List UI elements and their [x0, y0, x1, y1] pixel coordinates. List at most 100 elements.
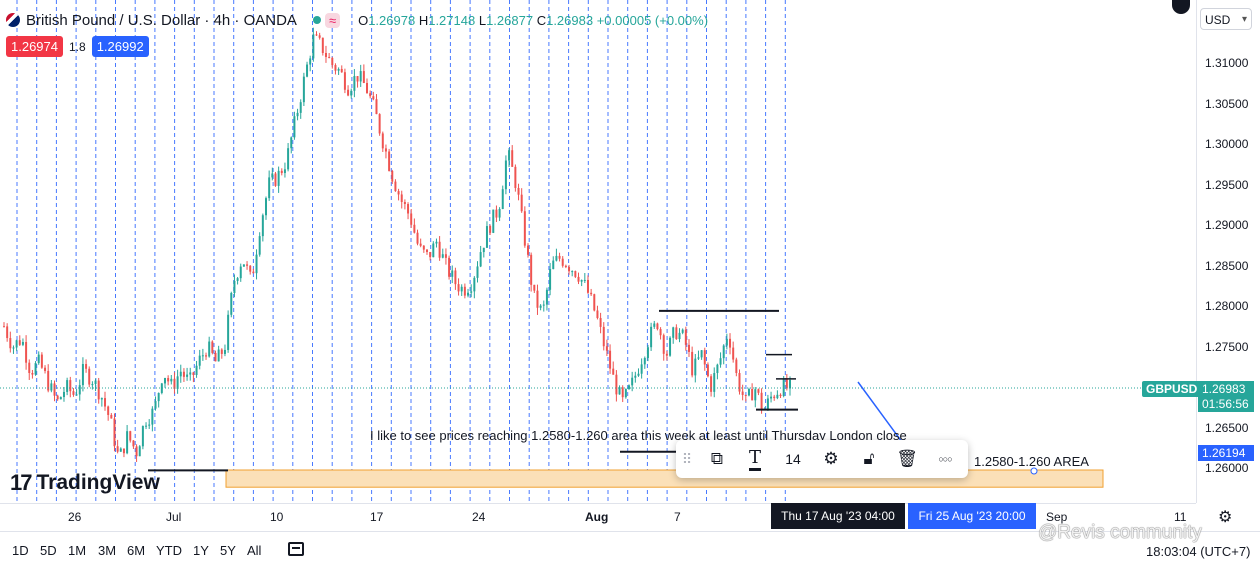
range-button-1m[interactable]: 1M — [68, 543, 87, 558]
candle-body — [280, 170, 283, 174]
settings-icon[interactable]: ⚙ — [823, 449, 839, 468]
candle-body — [195, 365, 198, 375]
candle-body — [34, 363, 37, 375]
text-color-icon[interactable]: T — [736, 440, 774, 478]
symbol-price-tag: GBPUSD — [1142, 381, 1202, 397]
lock-icon[interactable]: 🔓︎ — [863, 449, 875, 468]
candle-body — [508, 150, 511, 161]
annotation-text[interactable]: I like to see prices reaching 1.2580-1.2… — [370, 428, 907, 443]
candle-body — [378, 114, 381, 134]
candle-body — [691, 351, 694, 376]
currency-select[interactable]: USD — [1200, 8, 1252, 31]
candle-body — [255, 254, 258, 274]
candle-body — [258, 236, 261, 255]
candle-body — [324, 52, 327, 57]
candle-body — [549, 269, 552, 290]
candle-body — [372, 96, 375, 100]
candle-body — [413, 224, 416, 233]
candle-body — [334, 65, 337, 71]
candle-body — [713, 373, 716, 392]
ohlc-values: O1.26978 H1.27148 L1.26877 C1.26983 +0.0… — [358, 12, 709, 28]
candle-body — [107, 406, 110, 415]
calendar-icon[interactable] — [288, 542, 304, 556]
crosshair-time-label: Thu 17 Aug '23 04:00 — [771, 503, 905, 529]
candle-body — [419, 243, 422, 246]
candle-body — [479, 252, 482, 267]
candle-body — [571, 271, 574, 273]
buy-button[interactable]: 1.26992 — [91, 36, 149, 57]
candle-body — [176, 376, 179, 389]
symbol-title[interactable]: British Pound / U.S. Dollar · 4h · OANDA — [26, 11, 297, 29]
candle-body — [732, 347, 735, 360]
range-button-3m[interactable]: 3M — [98, 543, 117, 558]
candle-body — [492, 209, 495, 233]
candle-body — [561, 258, 564, 266]
candle-body — [126, 431, 129, 454]
more-icon[interactable]: ○○○ — [938, 454, 952, 464]
current-price-tag: 1.26983 — [1198, 381, 1254, 397]
candle-body — [81, 364, 84, 386]
candle-body — [306, 64, 309, 77]
area-label[interactable]: 1.2580-1.260 AREA — [974, 454, 1089, 469]
candle-body — [444, 254, 447, 258]
candle-body — [545, 289, 548, 305]
candle-body — [675, 327, 678, 340]
candle-body — [293, 116, 296, 138]
candle-body — [388, 151, 391, 171]
price-label: 1.26500 — [1205, 420, 1249, 435]
candle-body — [583, 279, 586, 281]
font-size-button[interactable]: 14 — [785, 451, 801, 467]
candle-body — [173, 378, 176, 389]
drag-handle-icon[interactable]: ⠿ — [681, 450, 693, 467]
chart-settings-icon[interactable]: ⚙ — [1218, 509, 1233, 526]
candle-body — [220, 349, 223, 354]
candle-body — [283, 169, 286, 174]
candle-body — [287, 148, 290, 170]
range-button-all[interactable]: All — [247, 543, 262, 558]
candle-body — [441, 254, 444, 258]
range-button-5y[interactable]: 5Y — [220, 543, 236, 558]
candle-body — [160, 383, 163, 393]
time-label: Aug — [585, 510, 609, 524]
trend-arrow-line — [857, 381, 903, 443]
price-label: 1.26000 — [1205, 461, 1249, 475]
range-button-6m[interactable]: 6M — [127, 543, 146, 558]
candle-body — [170, 378, 173, 382]
candle-body — [400, 194, 403, 202]
watermark: @Revis community — [1038, 522, 1202, 543]
camera-icon[interactable] — [1172, 0, 1190, 14]
candle-body — [296, 112, 299, 117]
sell-button[interactable]: 1.26974 — [6, 36, 63, 57]
candle-body — [113, 418, 116, 447]
range-button-1d[interactable]: 1D — [12, 543, 29, 558]
candle-body — [514, 166, 517, 188]
candle-body — [315, 34, 318, 36]
candle-body — [725, 338, 728, 346]
candle-body — [593, 294, 596, 311]
candle-body — [217, 349, 220, 362]
candle-body — [252, 271, 255, 274]
candle-body — [785, 379, 788, 389]
wave-badge[interactable]: ≈ — [324, 12, 341, 28]
candle-body — [700, 350, 703, 358]
clock[interactable]: 18:03:04 (UTC+7) — [1146, 544, 1251, 559]
candle-body — [391, 170, 394, 182]
tradingview-logo[interactable]: 17 TradingView — [10, 470, 160, 496]
candle-body — [116, 446, 119, 452]
templates-icon[interactable]: ⧉ — [710, 449, 724, 468]
candle-body — [350, 90, 353, 96]
delete-icon[interactable]: 🗑︎ — [896, 449, 918, 468]
range-button-5d[interactable]: 5D — [40, 543, 57, 558]
range-button-ytd[interactable]: YTD — [156, 543, 182, 558]
candle-body — [208, 341, 211, 357]
symbol-legend[interactable]: British Pound / U.S. Dollar · 4h · OANDA… — [6, 10, 708, 30]
candle-body — [403, 201, 406, 205]
candle-body — [110, 414, 113, 419]
candle-body — [552, 260, 555, 270]
candle-body — [501, 189, 504, 209]
price-scale[interactable]: 1.31000 1.30500 1.30000 1.29500 1.29000 1.285… — [1196, 0, 1260, 503]
candle-body — [684, 329, 687, 345]
candle-body — [653, 323, 656, 327]
range-button-1y[interactable]: 1Y — [193, 543, 209, 558]
candle-body — [246, 264, 249, 266]
